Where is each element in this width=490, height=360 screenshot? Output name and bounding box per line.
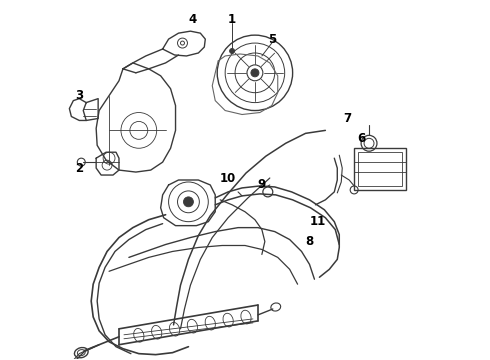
Text: 1: 1 [228, 13, 236, 26]
Text: 5: 5 [268, 33, 276, 46]
Text: 10: 10 [220, 171, 236, 185]
Text: 9: 9 [258, 179, 266, 192]
Bar [358, 152, 402, 186]
Text: 7: 7 [343, 112, 351, 125]
Text: 8: 8 [305, 235, 314, 248]
Text: 11: 11 [309, 215, 325, 228]
Circle shape [230, 49, 235, 54]
Text: 4: 4 [188, 13, 196, 26]
Circle shape [183, 197, 194, 207]
Circle shape [251, 69, 259, 77]
Bar [354, 148, 406, 190]
Text: 6: 6 [357, 132, 365, 145]
Text: 2: 2 [75, 162, 83, 175]
Text: 3: 3 [75, 89, 83, 102]
